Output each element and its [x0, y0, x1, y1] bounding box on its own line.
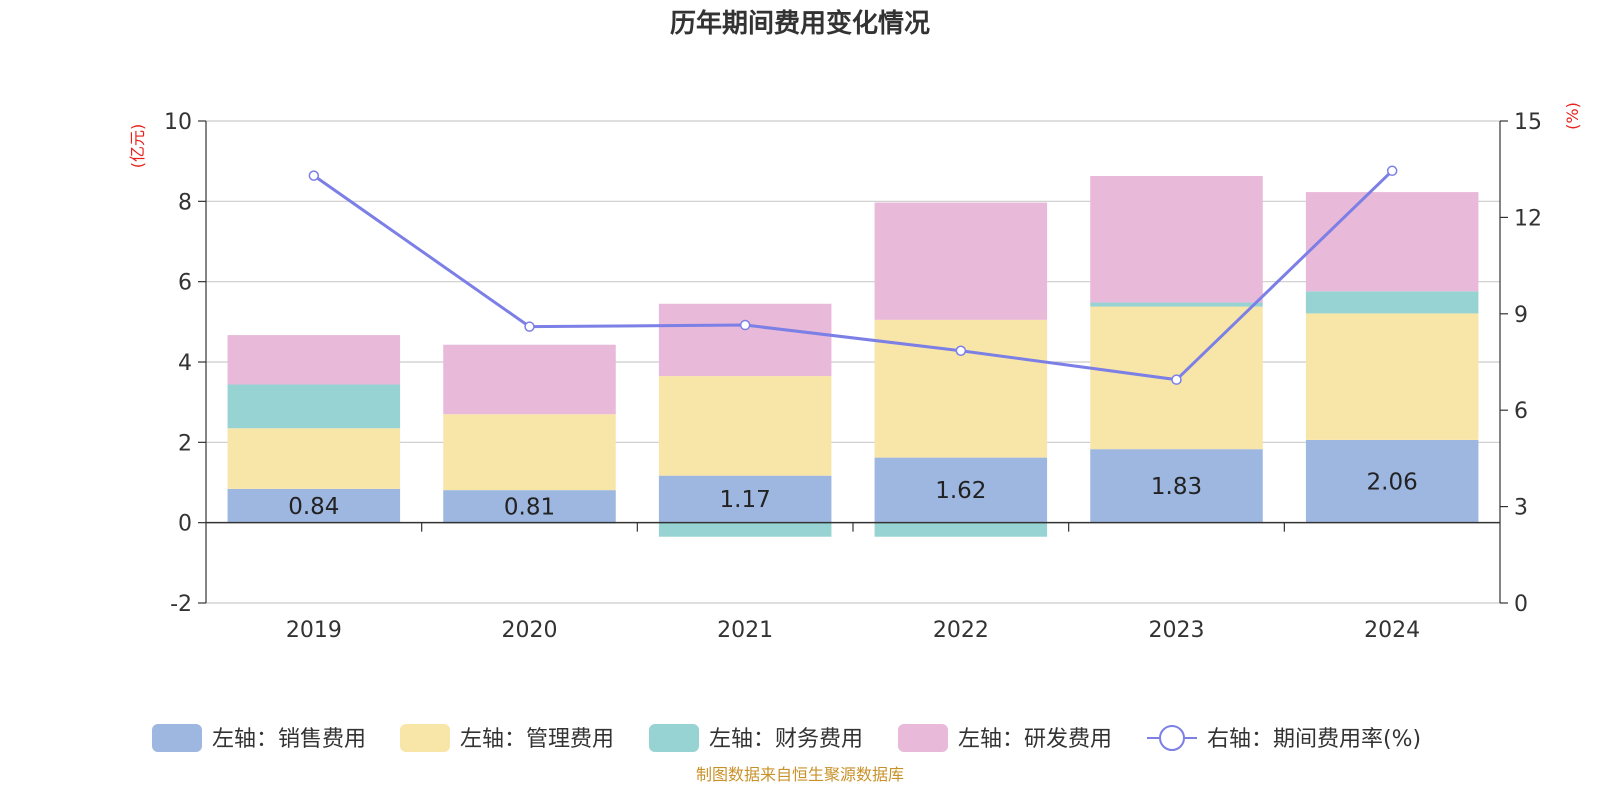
bar-value-label: 1.17 — [720, 487, 771, 513]
left-tick-label: 2 — [178, 431, 192, 456]
legend-label-rd: 左轴：研发费用 — [958, 727, 1112, 752]
bars — [227, 176, 1479, 537]
bar-admin — [443, 414, 616, 491]
bar-admin — [1305, 313, 1479, 440]
bar-value-label: 0.81 — [504, 494, 555, 520]
rate-point — [1386, 165, 1398, 177]
right-tick-label: 12 — [1514, 206, 1542, 231]
bar-finance — [874, 522, 1048, 537]
bar-rd — [443, 344, 616, 415]
left-tick-label: 4 — [178, 351, 192, 376]
bar-admin — [874, 319, 1048, 458]
bar-finance — [227, 384, 401, 429]
bar-sales — [874, 457, 1048, 523]
legend-swatch-admin — [400, 724, 450, 752]
source-note: 制图数据来自恒生聚源数据库 — [696, 765, 904, 784]
bar-value-label: 0.84 — [288, 494, 339, 520]
bar-rd — [658, 303, 832, 377]
legend: 左轴：销售费用 左轴：管理费用 左轴：财务费用 左轴：研发费用 右轴：期间费用率(%) — [152, 724, 1421, 752]
left-axis-unit: (亿元) — [128, 124, 147, 169]
bar-value-label: 2.06 — [1367, 469, 1418, 495]
bar-finance — [1305, 291, 1479, 314]
rate-line — [312, 169, 1394, 382]
legend-swatch-sales — [152, 724, 202, 752]
bar-rd — [1305, 192, 1479, 292]
rate-point — [739, 319, 751, 331]
bar-sales — [1305, 439, 1479, 523]
right-axis-unit: (%) — [1563, 102, 1582, 130]
rate-point — [955, 345, 967, 357]
legend-label-rate: 右轴：期间费用率(%) — [1207, 727, 1421, 752]
x-tick-label: 2023 — [1149, 618, 1205, 643]
bar-finance — [1090, 302, 1263, 307]
rate-point — [1171, 374, 1182, 385]
bar-rd — [227, 335, 401, 385]
bar-finance — [658, 522, 832, 537]
x-tick-label: 2020 — [502, 618, 558, 643]
chart-title: 历年期间费用变化情况 — [670, 8, 930, 39]
rate-point — [308, 170, 320, 181]
right-tick-label: 0 — [1514, 592, 1528, 617]
rate-point — [524, 321, 535, 332]
axes: -2 0 2 4 6 8 10 0 3 6 9 12 15 2019 2020 2021 2022 2023 202… — [164, 110, 1542, 643]
x-tick-label: 2024 — [1364, 618, 1420, 643]
legend-label-sales: 左轴：销售费用 — [212, 727, 366, 752]
bar-sales — [1090, 449, 1263, 523]
bar-labels: 0.84 0.81 1.17 1.62 1.83 2.06 — [288, 469, 1418, 520]
right-tick-label: 9 — [1514, 303, 1528, 328]
left-tick-label: 6 — [178, 271, 192, 296]
legend-swatch-finance — [649, 724, 699, 752]
right-tick-label: 6 — [1514, 399, 1528, 424]
legend-label-admin: 左轴：管理费用 — [460, 727, 614, 752]
legend-label-finance: 左轴：财务费用 — [709, 727, 863, 752]
x-tick-label: 2022 — [933, 618, 989, 643]
bar-sales — [443, 490, 616, 523]
left-tick-label: 10 — [164, 110, 192, 135]
bar-value-label: 1.83 — [1151, 474, 1202, 500]
left-tick-label: 0 — [178, 512, 192, 537]
legend-marker-rate — [1159, 725, 1185, 751]
left-tick-label: 8 — [178, 190, 192, 215]
bar-admin — [227, 428, 401, 489]
bar-rd — [1090, 176, 1263, 303]
gridlines — [206, 120, 1500, 604]
legend-swatch-rd — [898, 724, 948, 752]
left-tick-label: -2 — [170, 592, 192, 617]
bar-rd — [874, 202, 1048, 320]
right-tick-label: 3 — [1514, 496, 1528, 521]
x-tick-label: 2019 — [286, 618, 342, 643]
x-tick-label: 2021 — [717, 618, 773, 643]
bar-sales — [227, 488, 401, 523]
rate-line-layer — [308, 165, 1398, 385]
bar-admin — [658, 376, 832, 476]
bar-value-label: 1.62 — [935, 478, 986, 504]
right-tick-label: 15 — [1514, 110, 1542, 135]
bar-sales — [658, 475, 832, 523]
